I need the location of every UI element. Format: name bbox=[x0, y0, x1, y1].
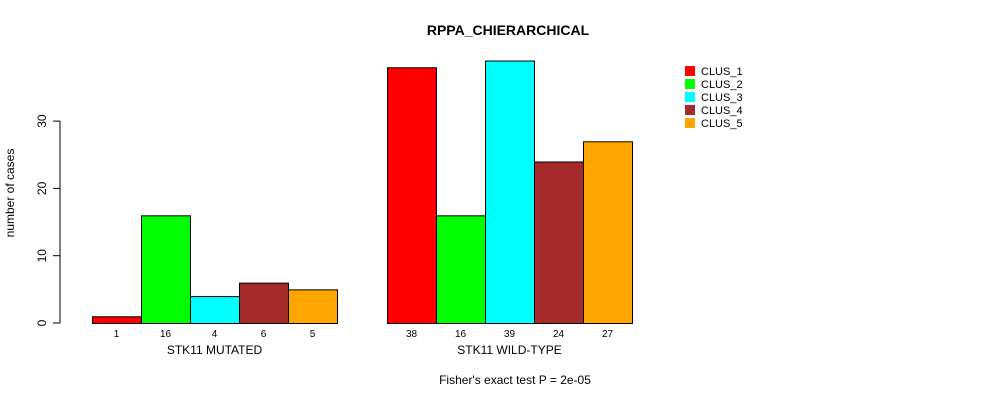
legend-swatch bbox=[685, 105, 695, 115]
bar-clus_5 bbox=[288, 289, 338, 325]
bar-clus_3 bbox=[190, 296, 240, 324]
legend-label: CLUS_3 bbox=[701, 92, 743, 104]
legend-swatch bbox=[685, 79, 695, 89]
legend-swatch bbox=[685, 66, 695, 76]
bar-value-label: 4 bbox=[212, 329, 218, 340]
bar-value-label: 1 bbox=[114, 329, 120, 340]
legend-label: CLUS_5 bbox=[701, 118, 743, 130]
y-axis: 0 10 20 30 bbox=[35, 114, 61, 326]
chart-title: RPPA_CHIERARCHICAL bbox=[427, 22, 590, 38]
y-tick-label: 0 bbox=[35, 319, 49, 326]
y-tick-label: 20 bbox=[35, 181, 49, 195]
bar-clus_2 bbox=[436, 215, 486, 325]
bar-clus_4 bbox=[534, 161, 584, 324]
legend-swatch bbox=[685, 118, 695, 128]
bar-value-labels: 1 16 4 6 5 38 16 39 24 27 bbox=[114, 329, 614, 340]
legend-label: CLUS_1 bbox=[701, 66, 743, 78]
bar-clus_4 bbox=[239, 282, 289, 324]
y-tick-label: 30 bbox=[35, 114, 49, 128]
y-tick-label: 10 bbox=[35, 249, 49, 263]
group-label: STK11 MUTATED bbox=[167, 343, 263, 357]
bar-clus_3 bbox=[485, 60, 535, 324]
bar-value-label: 6 bbox=[261, 329, 267, 340]
legend-swatch bbox=[685, 92, 695, 102]
footnote: Fisher's exact test P = 2e-05 bbox=[439, 373, 591, 387]
bar-value-label: 16 bbox=[160, 329, 172, 340]
group-label: STK11 WILD-TYPE bbox=[457, 343, 561, 357]
legend-label: CLUS_2 bbox=[701, 79, 743, 91]
bar-value-label: 16 bbox=[455, 329, 467, 340]
bar-clus_1 bbox=[92, 316, 142, 324]
y-axis-label: number of cases bbox=[3, 149, 17, 238]
bar-value-label: 39 bbox=[504, 329, 516, 340]
bar-value-label: 27 bbox=[602, 329, 614, 340]
group-labels: STK11 MUTATED STK11 WILD-TYPE bbox=[167, 343, 562, 357]
bar-value-label: 38 bbox=[406, 329, 418, 340]
legend-label: CLUS_4 bbox=[701, 105, 743, 117]
bar-value-label: 24 bbox=[553, 329, 565, 340]
bar-value-label: 5 bbox=[310, 329, 316, 340]
bars bbox=[92, 60, 633, 325]
bar-clus_1 bbox=[387, 67, 437, 325]
bar-clus_2 bbox=[141, 215, 191, 325]
bar-clus_5 bbox=[583, 141, 633, 324]
